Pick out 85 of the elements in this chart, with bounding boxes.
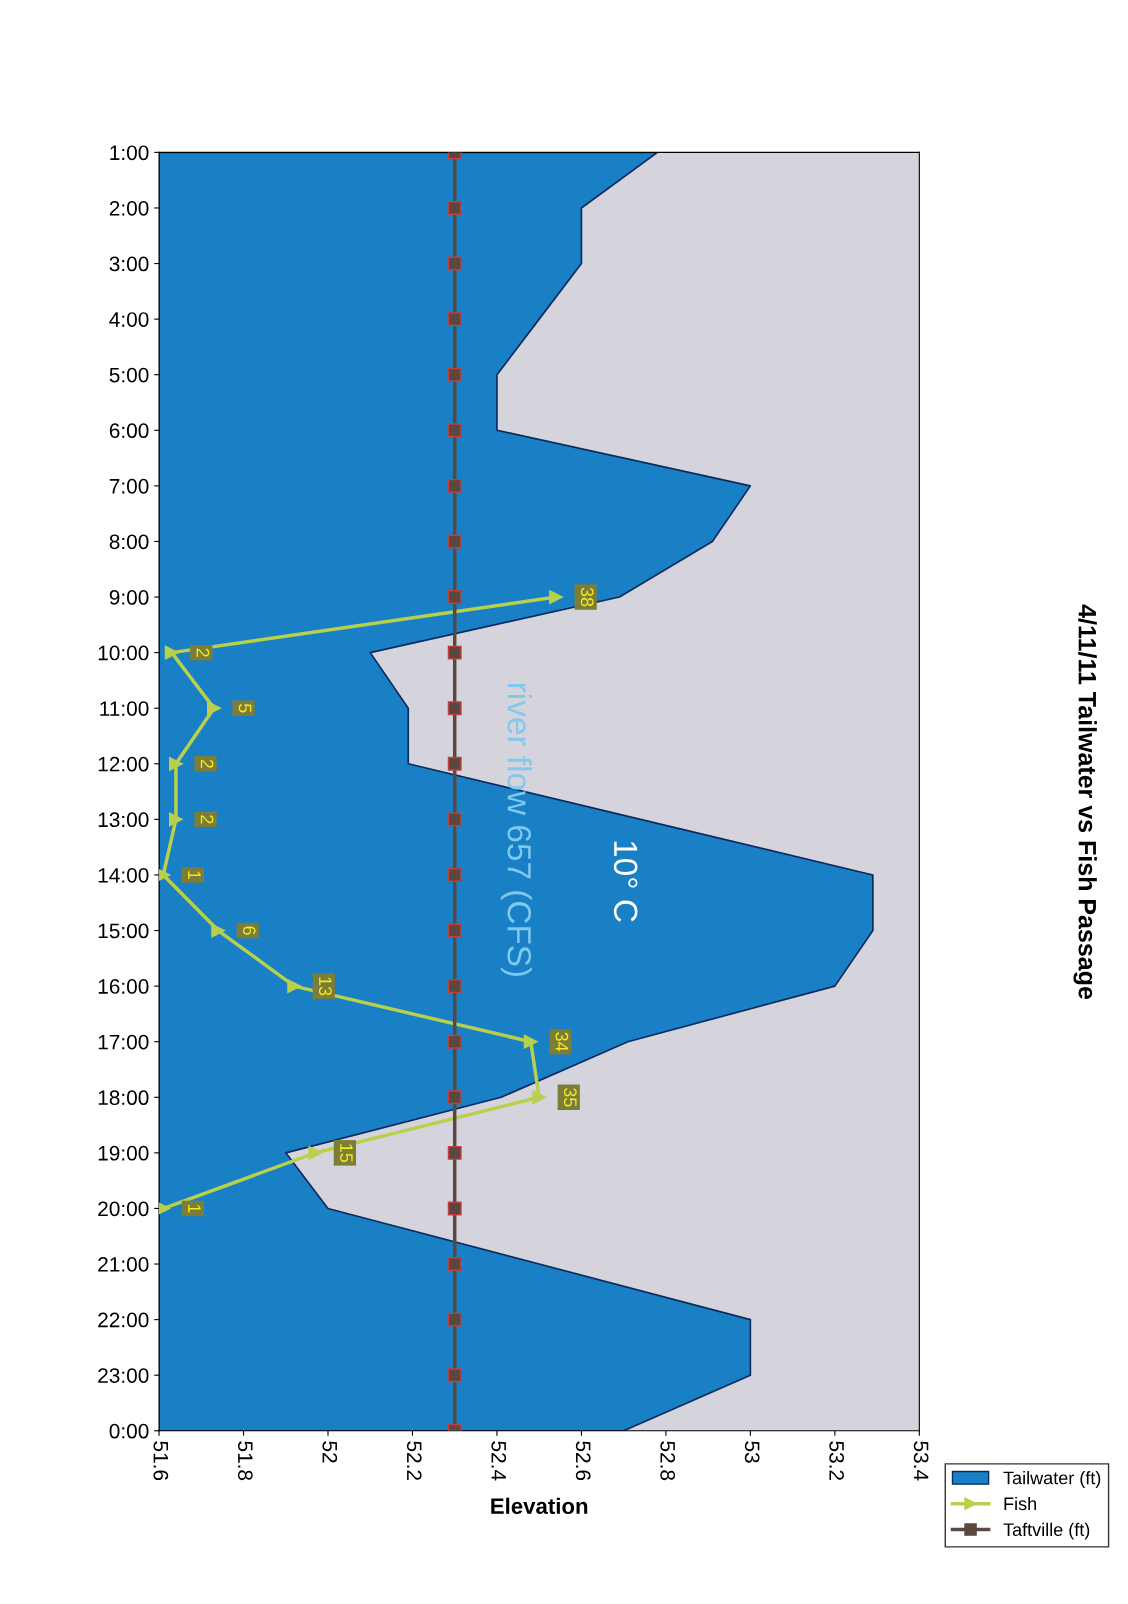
point <box>447 1312 462 1327</box>
point <box>447 812 462 827</box>
y-tick-label: 0:00 <box>109 1423 149 1439</box>
y-tick-label: 14:00 <box>98 867 149 883</box>
point <box>447 701 462 716</box>
legend-label: Fish <box>1004 1496 1036 1511</box>
point <box>447 1145 462 1160</box>
annotation: 10° C <box>613 841 638 922</box>
y-tick-label: 1:00 <box>110 145 149 161</box>
x-tick-label: 53.4 <box>913 1441 929 1481</box>
x-tick-label: 53.2 <box>829 1441 845 1480</box>
point <box>447 868 462 882</box>
point <box>549 590 564 604</box>
point <box>447 312 462 327</box>
point <box>447 1090 462 1105</box>
point <box>447 979 462 994</box>
point <box>211 923 226 938</box>
y-tick-label: 4:00 <box>109 312 149 327</box>
point <box>308 1145 323 1160</box>
point <box>523 1034 538 1049</box>
y-tick-label: 17:00 <box>98 1034 149 1050</box>
point <box>447 201 462 215</box>
y-tick-label: 3:00 <box>109 256 149 272</box>
y-tick-label: 5:00 <box>109 367 149 383</box>
point <box>164 645 179 660</box>
point <box>447 478 462 493</box>
y-tick-label: 7:00 <box>109 478 149 494</box>
y-tick-label: 2:00 <box>109 200 149 216</box>
annotation: 13 <box>318 977 332 996</box>
annotation: river flow 657 (CFS) <box>500 683 532 977</box>
point <box>447 423 462 438</box>
point <box>168 756 183 771</box>
annotation: 5 <box>238 703 252 713</box>
y-tick-label: 11:00 <box>100 701 149 716</box>
x-tick-label: 51.8 <box>237 1441 253 1481</box>
annotation: 2 <box>200 759 214 768</box>
point <box>447 756 462 771</box>
x-tick-label: 52.8 <box>660 1441 676 1481</box>
point <box>447 590 462 604</box>
point <box>447 1201 462 1216</box>
annotation: 15 <box>340 1144 353 1163</box>
annotation: 35 <box>563 1087 577 1107</box>
annotation: 6 <box>242 926 256 935</box>
text: 4/11/11 Tailwater vs Fish Passage <box>1073 604 1097 999</box>
annotation: 2 <box>200 815 214 824</box>
y-tick-label: 9:00 <box>109 590 149 605</box>
x-tick-label: 53 <box>744 1441 760 1463</box>
x-axis-title: Elevation <box>491 1497 588 1515</box>
point <box>447 923 462 938</box>
y-tick-label: 10:00 <box>98 645 149 661</box>
point <box>447 1034 462 1049</box>
point <box>447 645 462 660</box>
x-tick-label: 51.6 <box>153 1441 169 1481</box>
y-tick-label: 22:00 <box>98 1312 149 1328</box>
y-tick-label: 18:00 <box>98 1090 149 1106</box>
y-tick-label: 15:00 <box>98 923 149 939</box>
annotation: 2 <box>196 648 210 657</box>
point <box>447 534 462 549</box>
y-tick-label: 23:00 <box>98 1368 149 1383</box>
y-tick-label: 21:00 <box>98 1257 149 1272</box>
point <box>287 979 302 994</box>
annotation: 1 <box>188 1204 201 1213</box>
y-tick-label: 12:00 <box>98 756 149 772</box>
point <box>447 1257 462 1271</box>
point <box>447 1368 462 1383</box>
annotation: 1 <box>188 871 201 880</box>
y-tick-label: 8:00 <box>109 534 149 550</box>
x-tick-label: 52.6 <box>575 1441 591 1481</box>
x-tick-label: 52 <box>322 1441 338 1463</box>
point <box>447 256 462 271</box>
legend-label: Taftville (ft) <box>1003 1522 1090 1540</box>
point <box>207 701 221 716</box>
point <box>532 1090 547 1105</box>
x-tick-label: 52.4 <box>491 1441 507 1481</box>
point <box>447 367 462 382</box>
y-tick-label: 19:00 <box>98 1145 149 1161</box>
y-tick-label: 20:00 <box>98 1201 149 1217</box>
x-tick-label: 52.2 <box>406 1441 422 1480</box>
y-tick-label: 16:00 <box>98 979 149 994</box>
legend-label: Tailwater (ft) <box>1003 1471 1101 1488</box>
y-tick-label: 6:00 <box>109 423 149 439</box>
annotation: 38 <box>580 587 594 607</box>
point <box>168 812 183 827</box>
y-tick-label: 13:00 <box>98 812 149 828</box>
annotation: 34 <box>555 1032 569 1052</box>
